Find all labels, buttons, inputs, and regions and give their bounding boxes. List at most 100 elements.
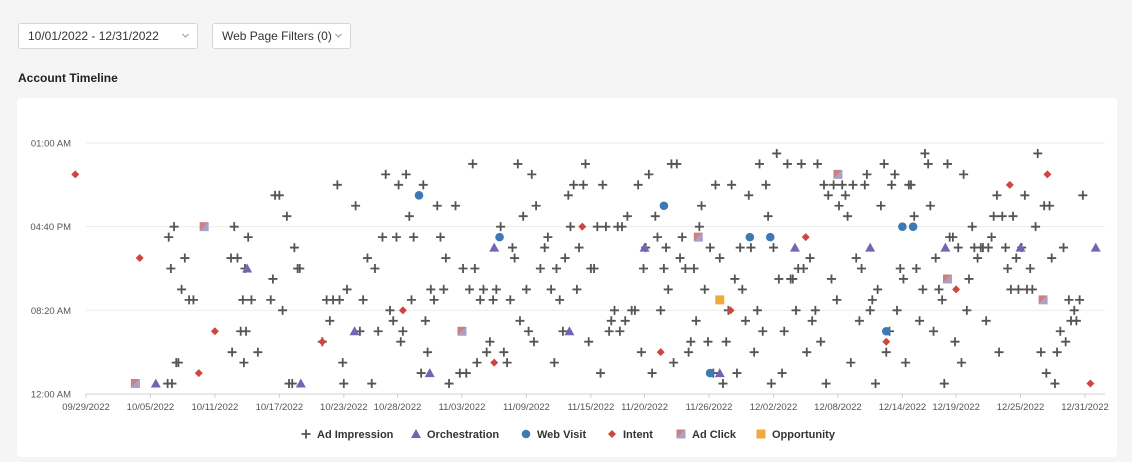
ad-impression-point: [1001, 243, 1011, 253]
date-range-select[interactable]: 10/01/2022 - 12/31/2022: [18, 23, 198, 49]
ad-impression-point: [918, 284, 928, 294]
ad-impression-point: [715, 253, 725, 263]
ad-impression-point: [451, 201, 461, 211]
ad-impression-point: [535, 264, 545, 273]
ad-impression-point: [732, 368, 742, 378]
ad-impression-point: [335, 295, 345, 305]
ad-impression-point: [610, 305, 620, 315]
ad-impression-point: [931, 253, 941, 263]
ad-impression-point: [721, 337, 731, 347]
ad-impression-point: [636, 347, 646, 357]
ad-impression-point: [565, 222, 575, 232]
legend-item[interactable]: Ad Click: [676, 429, 737, 441]
square-icon: [756, 429, 766, 439]
orchestration-point: [639, 242, 650, 252]
ad-impression-point: [574, 243, 584, 253]
ad-impression-point: [987, 232, 997, 242]
ad-impression-point: [606, 316, 616, 326]
ad-impression-point: [630, 305, 640, 315]
ad-impression-point: [1031, 222, 1041, 232]
ad-impression-point: [788, 274, 798, 284]
ad-impression-point: [703, 337, 713, 347]
ad-impression-point: [468, 159, 478, 169]
ad-impression-point: [983, 243, 993, 253]
ad-impression-point: [761, 180, 771, 190]
ad-impression-point: [396, 337, 406, 347]
legend-item[interactable]: Orchestration: [411, 429, 499, 441]
intent-point: [726, 306, 735, 315]
ad-impression-point: [572, 284, 582, 294]
ad-impression-point: [409, 232, 419, 242]
legend-item[interactable]: Opportunity: [756, 429, 836, 441]
ad-impression-point: [962, 305, 972, 315]
ad-impression-point: [819, 180, 829, 190]
ad-impression-point: [551, 264, 561, 273]
intent-point: [1043, 170, 1052, 179]
orchestration-point: [1015, 242, 1026, 252]
ad-impression-point: [964, 274, 974, 284]
ad-impression-point: [810, 305, 820, 315]
ad-impression-point: [601, 222, 611, 232]
ad-impression-point: [644, 169, 654, 179]
legend-item[interactable]: Ad Impression: [301, 429, 394, 441]
ad-impression-point: [1025, 264, 1035, 273]
legend-label: Opportunity: [772, 429, 836, 441]
ad-impression-point: [854, 316, 864, 326]
legend-item[interactable]: Intent: [608, 429, 653, 441]
x-tick-label: 10/17/2022: [256, 402, 304, 413]
ad-impression-point: [691, 316, 701, 326]
ad-impression-point: [1027, 284, 1037, 294]
ad-impression-point: [813, 159, 823, 169]
ad-impression-point: [274, 190, 284, 200]
ad-impression-point: [268, 274, 278, 284]
legend: Ad Impression Orchestration Web Visit Inten…: [301, 429, 836, 441]
intent-point: [578, 222, 587, 231]
ad-impression-point: [848, 180, 858, 190]
ad-impression-point: [1078, 190, 1088, 200]
ad-impression-point: [1008, 211, 1018, 221]
ad-impression-point: [911, 264, 921, 273]
ad-impression-point: [937, 295, 947, 305]
ad-impression-point: [865, 305, 875, 315]
ad-impression-point: [950, 337, 960, 347]
ad-impression-point: [796, 159, 806, 169]
ad-impression-point: [592, 222, 602, 232]
web-visit-point: [414, 190, 424, 200]
ad-impression-point: [394, 180, 404, 190]
ad-click-point: [130, 379, 140, 389]
ad-impression-point: [915, 316, 925, 326]
ad-click-point: [943, 274, 953, 284]
intent-point: [1086, 379, 1095, 388]
intent-point: [398, 306, 407, 315]
ad-impression-point: [558, 326, 568, 336]
ad-impression-point: [232, 253, 242, 263]
ad-impression-point: [766, 379, 776, 389]
x-tick-label: 10/28/2022: [374, 402, 422, 413]
legend-item[interactable]: Web Visit: [521, 429, 587, 441]
ad-impression-point: [705, 243, 715, 253]
split-square-icon: [676, 429, 686, 439]
ad-impression-point: [289, 243, 299, 253]
ad-impression-point: [805, 253, 815, 263]
orchestration-point: [489, 242, 500, 252]
web-visit-point: [745, 232, 755, 242]
ad-impression-point: [458, 264, 468, 273]
ad-impression-point: [737, 284, 747, 294]
ad-impression-point: [694, 222, 704, 232]
ad-impression-point: [823, 190, 833, 200]
legend-label: Ad Impression: [317, 429, 394, 441]
ad-impression-point: [929, 326, 939, 336]
ad-impression-point: [1069, 305, 1079, 315]
ad-impression-point: [652, 232, 662, 242]
ad-impression-point: [401, 169, 411, 179]
orchestration-point: [564, 326, 575, 336]
web-page-filters-select[interactable]: Web Page Filters (0): [212, 23, 351, 49]
y-tick-label: 12:00 AM: [31, 390, 71, 401]
ad-impression-point: [253, 347, 263, 357]
web-visit-point: [898, 222, 907, 231]
ad-impression-point: [871, 379, 881, 389]
ad-impression-point: [672, 159, 682, 169]
ad-impression-point: [906, 180, 916, 190]
ad-impression-point: [659, 264, 669, 273]
ad-impression-point: [1047, 253, 1057, 263]
